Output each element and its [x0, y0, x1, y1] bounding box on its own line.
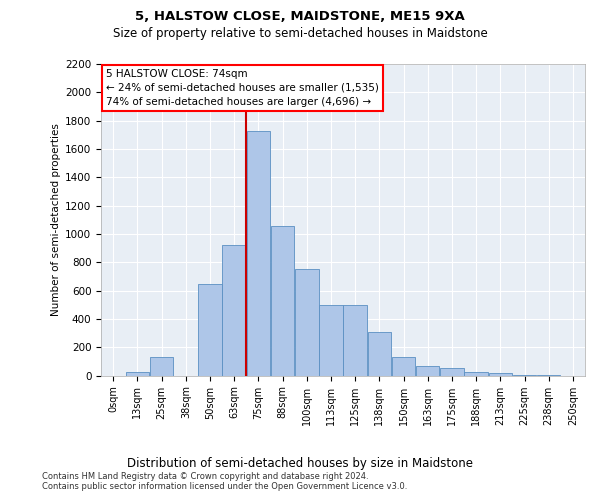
Text: Distribution of semi-detached houses by size in Maidstone: Distribution of semi-detached houses by … — [127, 458, 473, 470]
Bar — [368, 332, 391, 376]
Bar — [488, 373, 512, 376]
Bar — [150, 358, 173, 376]
Bar — [271, 226, 295, 376]
Text: Size of property relative to semi-detached houses in Maidstone: Size of property relative to semi-detach… — [113, 28, 487, 40]
Bar — [247, 130, 270, 376]
Text: Contains HM Land Registry data © Crown copyright and database right 2024.: Contains HM Land Registry data © Crown c… — [42, 472, 368, 481]
Bar — [440, 368, 464, 376]
Y-axis label: Number of semi-detached properties: Number of semi-detached properties — [51, 124, 61, 316]
Bar — [343, 305, 367, 376]
Bar — [416, 366, 439, 376]
Bar — [464, 372, 488, 376]
Text: 5 HALSTOW CLOSE: 74sqm
← 24% of semi-detached houses are smaller (1,535)
74% of : 5 HALSTOW CLOSE: 74sqm ← 24% of semi-det… — [106, 68, 379, 106]
Bar — [319, 305, 343, 376]
Bar — [392, 358, 415, 376]
Bar — [198, 284, 222, 376]
Text: 5, HALSTOW CLOSE, MAIDSTONE, ME15 9XA: 5, HALSTOW CLOSE, MAIDSTONE, ME15 9XA — [135, 10, 465, 23]
Text: Contains public sector information licensed under the Open Government Licence v3: Contains public sector information licen… — [42, 482, 407, 491]
Bar — [513, 375, 536, 376]
Bar — [125, 372, 149, 376]
Bar — [223, 246, 246, 376]
Bar — [295, 270, 319, 376]
